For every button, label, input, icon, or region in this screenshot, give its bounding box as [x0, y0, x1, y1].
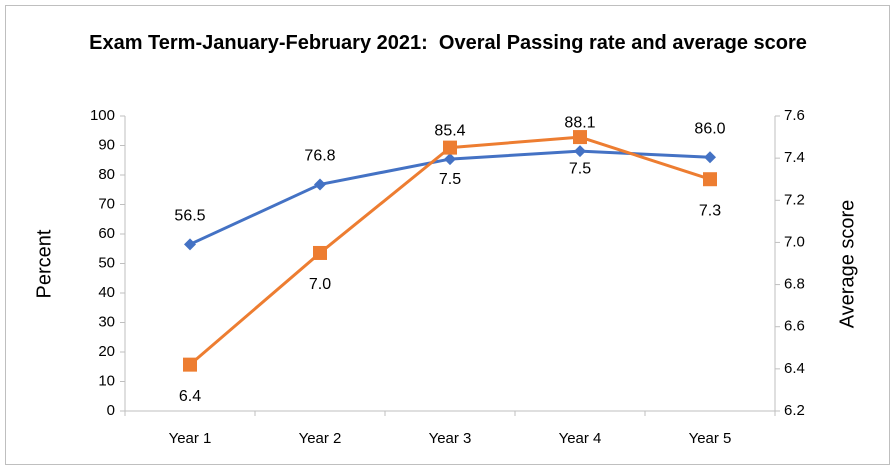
x-tick-label: Year 5: [689, 430, 732, 447]
x-tick-label: Year 3: [429, 430, 472, 447]
marker: [574, 145, 586, 158]
y-tick-label: 20: [98, 343, 115, 360]
x-tick-label: Year 4: [559, 430, 602, 447]
marker: [184, 238, 196, 251]
marker: [183, 357, 197, 372]
y2-tick-label: 7.0: [784, 233, 805, 250]
y-tick-label: 90: [98, 136, 115, 153]
data-label: 7.5: [569, 160, 591, 177]
y-tick-label: 100: [90, 107, 115, 124]
marker: [444, 153, 456, 166]
chart-title: Exam Term-January-February 2021: Overal …: [89, 32, 807, 54]
data-label: 76.8: [304, 148, 335, 165]
y2-tick-label: 7.2: [784, 191, 805, 208]
y2-tick-label: 7.4: [784, 149, 805, 166]
marker: [313, 245, 327, 260]
data-label: 7.0: [309, 276, 331, 293]
marker: [703, 172, 717, 187]
y-axis-label: Percent: [33, 229, 55, 298]
x-tick-label: Year 1: [169, 430, 212, 447]
marker: [314, 178, 326, 191]
y-tick-label: 80: [98, 166, 115, 183]
data-label: 6.4: [179, 388, 201, 405]
y-tick-label: 0: [107, 402, 115, 419]
y2-tick-label: 6.4: [784, 360, 805, 377]
y2-tick-label: 6.8: [784, 276, 805, 293]
y-tick-label: 50: [98, 254, 115, 271]
data-label: 88.1: [564, 114, 595, 131]
chart-border: [5, 5, 890, 465]
y-tick-label: 30: [98, 313, 115, 330]
data-label: 85.4: [434, 122, 465, 139]
marker: [443, 140, 457, 155]
y2-tick-label: 6.2: [784, 402, 805, 419]
y-tick-label: 70: [98, 195, 115, 212]
marker: [573, 130, 587, 145]
y-tick-label: 60: [98, 225, 115, 242]
data-label: 7.5: [439, 171, 461, 188]
y-tick-label: 10: [98, 372, 115, 389]
data-label: 56.5: [174, 208, 205, 225]
y2-axis-label: Average score: [836, 200, 858, 329]
y-tick-label: 40: [98, 284, 115, 301]
data-label: 7.3: [699, 202, 721, 219]
data-label: 86.0: [694, 121, 725, 138]
y2-tick-label: 7.6: [784, 107, 805, 124]
x-tick-label: Year 2: [299, 430, 342, 447]
y2-tick-label: 6.6: [784, 318, 805, 335]
marker: [704, 151, 716, 164]
